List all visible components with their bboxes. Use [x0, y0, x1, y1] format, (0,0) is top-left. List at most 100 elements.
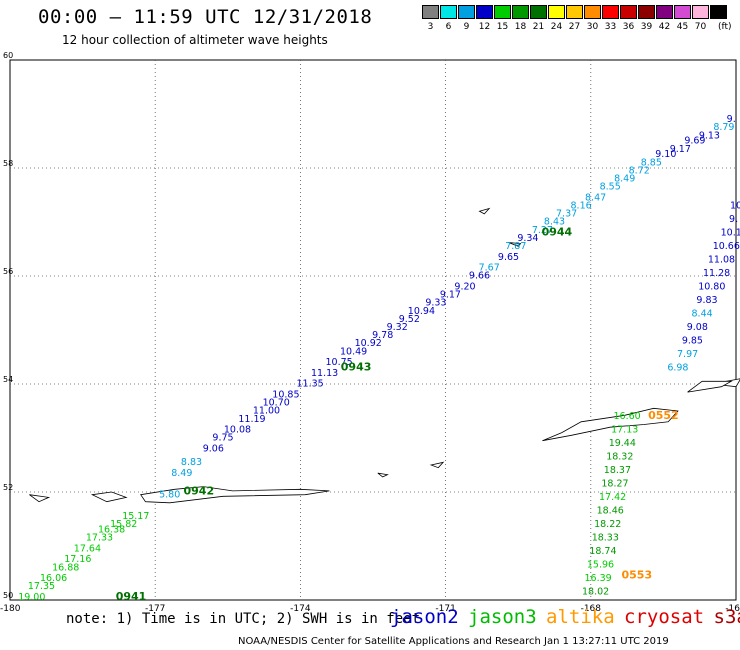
- coastline: [29, 494, 51, 503]
- lat-label: 52: [3, 483, 13, 492]
- scale-swatch: [476, 5, 493, 19]
- wave-height-value: 11.08: [708, 255, 735, 266]
- wave-height-value: 11.19: [238, 414, 265, 425]
- scale-swatch: [602, 5, 619, 19]
- satellite-legend-item: jason3: [468, 606, 537, 628]
- lon-label: -171: [435, 604, 455, 614]
- wave-height-value: 9.66: [469, 271, 490, 282]
- wave-height-value: 8.72: [629, 165, 650, 176]
- lat-label: 58: [3, 159, 13, 168]
- pass-time-label: 0943: [341, 361, 372, 374]
- axis-labels: 60 58 56 54 52 50 -180 -177 -174 -171 -168 -16: [0, 51, 740, 614]
- wave-height-value: 9.69: [684, 136, 705, 147]
- wave-height-value: 9.75: [212, 433, 233, 444]
- wave-height-value: 9.17: [670, 144, 691, 155]
- scale-swatch: [638, 5, 655, 19]
- wave-height-value: 18.46: [597, 506, 624, 517]
- pass-time-label: 0944: [542, 226, 573, 239]
- coastline: [508, 242, 522, 247]
- wave-height-value: 9.17: [440, 290, 461, 301]
- lat-label: 54: [3, 375, 13, 384]
- wave-height-value: 8.49: [171, 468, 192, 479]
- scale-label: 33: [604, 22, 617, 32]
- wave-height-value: 8.43: [544, 217, 565, 228]
- wave-height-value: 10.94: [408, 306, 435, 317]
- scale-swatch: [674, 5, 691, 19]
- wave-height-value: 9.10: [655, 149, 676, 160]
- jason3-track: 19.0017.3516.0616.8817.1617.6417.3316.38…: [18, 511, 149, 603]
- lon-label: -168: [581, 604, 602, 614]
- wave-height-value: 10.66: [713, 241, 740, 252]
- wave-height-value: 11.35: [296, 379, 323, 390]
- wave-height-value: 10.75: [325, 357, 352, 368]
- scale-swatch: [692, 5, 709, 19]
- wave-height-value: 9.34: [517, 233, 538, 244]
- wave-height-value: 16.38: [98, 525, 125, 536]
- wave-height-value: 17.33: [86, 533, 113, 544]
- wave-height-value: 10.92: [355, 338, 382, 349]
- wave-height-value: 17.64: [74, 543, 101, 554]
- scale-swatch: [458, 5, 475, 19]
- scale-swatch: [656, 5, 673, 19]
- wave-height-value: 8.85: [641, 157, 662, 168]
- scale-label: 18: [514, 22, 527, 32]
- scale-swatch: [530, 5, 547, 19]
- pass-time-label: 0941: [116, 590, 147, 603]
- wave-height-value: 19.00: [18, 592, 45, 603]
- wave-height-value: 8.49: [614, 174, 635, 185]
- scale-swatch: [566, 5, 583, 19]
- wave-height-value: 11.13: [311, 368, 338, 379]
- wave-height-value: 9.52: [399, 314, 420, 325]
- wave-height-value: 7.87: [505, 241, 526, 252]
- coastline: [140, 486, 330, 504]
- wave-height-value: 9.: [727, 114, 736, 125]
- wave-height-value: 7.37: [556, 209, 577, 220]
- coastline: [377, 472, 389, 478]
- page-title: 00:00 – 11:59 UTC 12/31/2018: [38, 6, 373, 28]
- wave-height-value: 9.83: [696, 295, 717, 306]
- pass-time-label: 0552: [648, 409, 679, 422]
- jason2-track: 5.808.498.839.069.7510.0811.1911.0010.70…: [159, 114, 736, 500]
- scale-label: 70: [694, 22, 707, 32]
- wave-height-value: 7.67: [479, 263, 500, 274]
- wave-height-value: 9.13: [699, 130, 720, 141]
- wave-height-value: 18.22: [594, 519, 621, 530]
- map-graticule: [9, 59, 737, 601]
- coastline: [478, 207, 491, 215]
- scale-swatch: [548, 5, 565, 19]
- wave-height-value: 17.16: [64, 554, 91, 565]
- note-text: note: 1) Time is in UTC; 2) SWH is in fe…: [66, 611, 421, 627]
- pass-time-labels: 0941 0942 0943 0944 0552 0553: [116, 226, 679, 604]
- scale-label: 15: [496, 22, 509, 32]
- scale-label: 36: [622, 22, 635, 32]
- scale-swatch: [584, 5, 601, 19]
- wave-height-value: 18.74: [589, 546, 616, 557]
- wave-height-value: 10.70: [263, 398, 290, 409]
- scale-swatch: [422, 5, 439, 19]
- wave-height-value: 17.42: [599, 492, 626, 503]
- wave-height-value: 10.1: [721, 228, 740, 239]
- color-scale-unit: (ft): [718, 22, 732, 32]
- wave-height-value: 15.82: [110, 519, 137, 530]
- wave-height-value: 9.65: [498, 252, 519, 263]
- wave-height-value: 11.00: [253, 406, 280, 417]
- lon-label: -180: [0, 604, 21, 614]
- wave-height-value: 17.35: [28, 581, 55, 592]
- satellite-legend-item: cryosat: [624, 606, 705, 628]
- pass-time-label: 0553: [621, 568, 652, 581]
- wave-height-value: 15.96: [587, 560, 614, 571]
- wave-height-value: 17.13: [611, 425, 638, 436]
- scale-label: 12: [478, 22, 491, 32]
- wave-height-value: 11.28: [703, 268, 730, 279]
- wave-height-value: 9.85: [682, 336, 703, 347]
- wave-height-value: 18.27: [601, 479, 628, 490]
- scale-label: 24: [550, 22, 563, 32]
- coastline: [429, 461, 445, 469]
- wave-height-value: 10.08: [224, 425, 251, 436]
- scale-label: 27: [568, 22, 581, 32]
- scale-swatch: [620, 5, 637, 19]
- wave-height-value: 16.88: [52, 562, 79, 573]
- wave-height-value: 6.98: [667, 363, 688, 374]
- wave-height-value: 16.39: [584, 573, 611, 584]
